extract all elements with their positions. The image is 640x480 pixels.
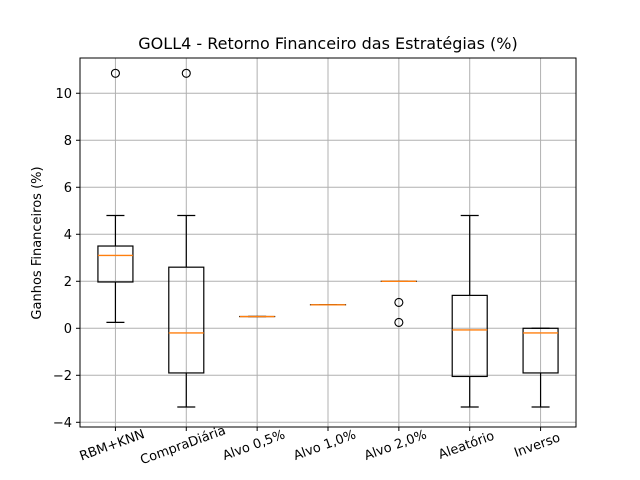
box-group <box>522 327 559 408</box>
y-tick-label: 0 <box>64 322 72 337</box>
y-tick-label: 4 <box>64 228 72 243</box>
y-tick-label: 6 <box>64 181 72 196</box>
box-iqr <box>97 245 134 283</box>
chart-title: GOLL4 - Retorno Financeiro das Estratégi… <box>138 34 517 53</box>
y-tick-label: 2 <box>64 275 72 290</box>
outlier-point <box>394 317 404 327</box>
box-series <box>97 68 559 408</box>
outlier-point <box>110 68 120 78</box>
box-group <box>97 68 134 324</box>
outlier-point <box>181 68 191 78</box>
box-group <box>168 68 205 408</box>
box-group <box>380 280 417 327</box>
box-iqr <box>451 294 488 378</box>
box-group <box>451 214 488 408</box>
box-iqr <box>522 327 559 374</box>
y-tick-label: 10 <box>55 87 72 102</box>
y-tick-label: 8 <box>64 134 72 149</box>
box-iqr <box>168 266 205 374</box>
outlier-point <box>394 297 404 307</box>
y-tick-label: −4 <box>53 416 72 431</box>
y-tick-label: −2 <box>53 369 72 384</box>
y-axis-ticks: −4 −2 0 2 4 6 8 10 <box>53 87 80 431</box>
y-axis-label: Ganhos Financeiros (%) <box>30 166 45 319</box>
